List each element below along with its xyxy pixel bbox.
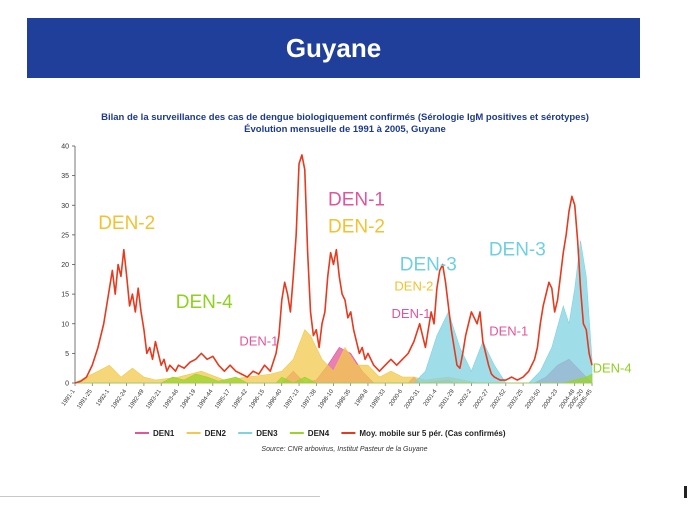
x-tick-label: 1994-44 [197,388,215,410]
annotation-label: DEN-1 [392,306,431,321]
x-tick-label: 1992-49 [128,388,146,410]
x-tick-label: 1993-46 [162,388,180,410]
x-tick-label: 1995-17 [214,388,232,410]
y-tick-label: 15 [61,292,69,299]
y-tick-label: 30 [61,203,69,210]
page-title: Guyane [285,32,382,63]
legend-item-label: DEN4 [308,429,330,438]
x-tick-label: 1994-19 [180,388,198,410]
source-note: Source: CNR arbovirus, Institut Pasteur … [261,446,428,453]
x-tick-label: 1996-15 [249,388,267,410]
series-den2-area [74,329,592,384]
y-tick-label: 5 [65,351,69,358]
annotation-label: DEN-1 [328,189,385,210]
y-tick-label: 20 [61,262,69,269]
x-tick-label: 1997-38 [300,388,318,410]
annotation-label: DEN-1 [489,324,528,339]
y-tick-label: 0 [65,381,69,388]
page-edge-mark [684,486,687,498]
x-tick-label: 1996-40 [266,388,284,410]
x-tick-label: 2003-50 [524,388,542,410]
annotation-label: DEN-3 [489,240,546,261]
annotation-label: DEN-2 [98,213,155,234]
x-tick-label: 2002-2 [457,388,473,407]
annotation-label: DEN-3 [400,254,457,275]
x-tick-label: 1999-8 [354,388,370,407]
annotation-label: DEN-4 [176,292,233,313]
x-tick-label: 2001-29 [438,388,456,410]
y-tick-label: 10 [61,321,69,328]
annotation-label: DEN-2 [328,217,385,238]
x-tick-label: 1998-35 [335,388,353,410]
legend-item-label: DEN3 [256,429,278,438]
x-tick-label: 1993-21 [145,388,163,410]
legend-item-label: DEN1 [153,429,175,438]
x-tick-label: 2001-4 [423,388,439,407]
page-edge-line [0,496,320,497]
x-tick-label: 1997-13 [283,388,301,410]
x-tick-label: 1992-24 [111,388,129,410]
annotation-label: DEN-1 [239,334,278,349]
x-tick-label: 2000-6 [388,388,404,407]
y-tick-label: 25 [61,232,69,239]
chart-title: Bilan de la surveillance des cas de deng… [101,112,589,123]
x-tick-label: 1995-42 [231,388,249,410]
y-tick-label: 35 [61,173,69,180]
x-tick-label: 2003-25 [507,388,525,410]
annotation-label: DEN-4 [593,360,632,375]
annotation-label: DEN-2 [394,279,433,294]
y-tick-label: 40 [61,144,69,151]
x-tick-label: 1999-33 [369,388,387,410]
legend-item-label: DEN2 [205,429,227,438]
x-tick-label: 1991-25 [76,388,94,410]
chart-subtitle: Évolution mensuelle de 1991 à 2005, Guya… [244,124,446,135]
x-tick-label: 1992-1 [95,388,111,407]
legend-item-label: Moy. mobile sur 5 pér. (Cas confirmés) [359,429,505,438]
title-banner: Guyane [27,18,640,78]
series-moving-average-line [74,154,593,384]
x-tick-label: 2002-52 [490,388,508,410]
x-tick-label: 1991-1 [61,388,77,407]
x-tick-label: 2004-23 [542,388,560,410]
x-tick-label: 2002-27 [473,388,491,410]
series-den4-area [75,373,593,384]
x-tick-label: 1998-10 [318,388,336,410]
x-tick-label: 2000-31 [404,388,422,410]
